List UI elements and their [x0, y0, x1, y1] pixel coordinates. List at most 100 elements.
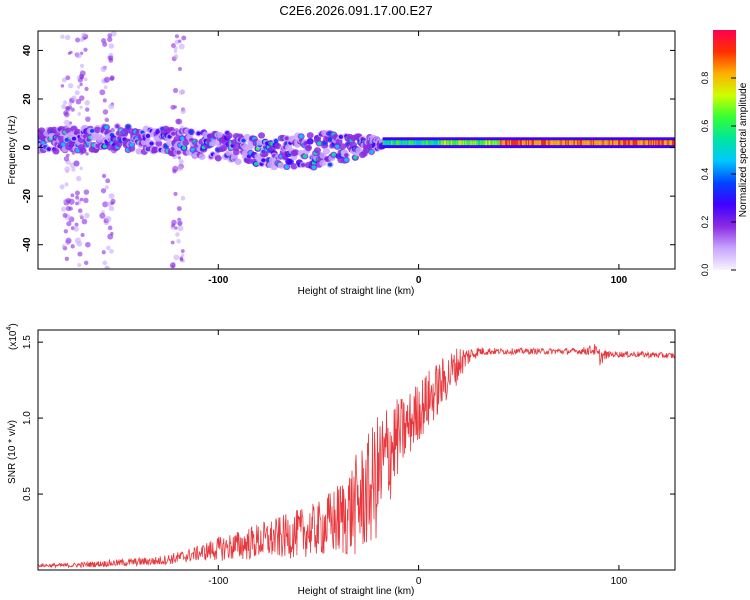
spectrogram-cell	[79, 63, 85, 68]
snr-multiplier-base: (x10	[8, 330, 19, 350]
spectrogram-cell	[102, 109, 109, 115]
spectrogram-cell	[300, 162, 306, 167]
spectrogram-y-axis-label: Frequency (Hz)	[7, 116, 18, 185]
spectrogram-cell	[658, 140, 662, 146]
spectrogram-cell	[85, 152, 89, 156]
spectrogram-cell	[618, 140, 621, 146]
spectrogram-cell	[580, 140, 584, 146]
spectrogram-cell	[84, 100, 90, 106]
spectrogram-cell	[407, 140, 410, 146]
spectrogram-cell	[457, 140, 460, 146]
spectrogram-cell	[422, 140, 425, 146]
spectrogram-cell	[382, 140, 385, 146]
spectrogram-cell	[597, 140, 600, 146]
spectrogram-cell	[595, 140, 598, 146]
spectrogram-cell	[64, 34, 71, 41]
spectrogram-cell	[175, 232, 180, 237]
spectrogram-y-tick-label: 40	[22, 44, 33, 56]
spectrogram-cell	[543, 140, 546, 146]
spectrogram-cell	[75, 37, 81, 43]
spectrogram-cell	[102, 98, 107, 103]
spectrogram-cell	[102, 144, 107, 149]
spectrogram-cell	[446, 140, 449, 146]
spectrogram-cell	[424, 140, 427, 146]
spectrogram-cell	[149, 141, 154, 146]
spectrogram-cell	[490, 140, 493, 146]
spectrogram-cell	[177, 225, 184, 232]
spectrogram-cell	[549, 140, 552, 146]
spectrogram-cell	[65, 237, 72, 244]
spectrogram-cell	[84, 212, 90, 219]
spectrogram-cell	[59, 184, 65, 190]
spectrogram-cell	[63, 156, 70, 162]
snr-x-axis-label: Height of straight line (km)	[298, 586, 415, 597]
spectrogram-cell	[327, 162, 333, 167]
spectrogram-cell	[344, 153, 349, 158]
spectrogram-cell	[536, 140, 539, 146]
spectrogram-cell	[107, 36, 113, 43]
colorbar-ticks: 0.0 0.2 0.4 0.6 0.8	[700, 72, 736, 276]
spectrogram-cell	[539, 140, 543, 146]
spectrogram-cell	[290, 163, 298, 170]
spectrogram-cell	[65, 197, 72, 204]
spectrogram-cell	[327, 137, 333, 142]
snr-x-tick-label: 0	[416, 576, 422, 587]
spectrogram-cell	[84, 86, 89, 92]
spectrogram-cell	[108, 205, 115, 212]
spectrogram-x-tick-label: 0	[416, 275, 422, 286]
spectrogram-cell	[335, 144, 340, 149]
spectrogram-cell	[99, 89, 106, 96]
spectrogram-cell	[508, 140, 511, 146]
spectrogram-cell	[225, 149, 233, 157]
spectrogram-cell	[89, 128, 95, 133]
spectrogram-cell	[466, 140, 469, 146]
spectrogram-cell	[304, 144, 312, 152]
spectrogram-cell	[576, 140, 579, 146]
spectrogram-cell	[473, 140, 477, 146]
snr-series-group	[38, 344, 675, 569]
snr-y-axis-label: SNR (10 * v/v)	[7, 420, 18, 484]
spectrogram-cell	[180, 109, 186, 115]
spectrogram-cell	[529, 140, 532, 146]
spectrogram-cell	[103, 85, 108, 90]
spectrogram-cell	[564, 140, 567, 146]
spectrogram-cell	[83, 197, 89, 204]
spectrogram-cell	[339, 143, 347, 150]
spectrogram-cell	[541, 140, 544, 146]
spectrogram-cell	[437, 140, 441, 146]
spectrogram-cell	[590, 140, 593, 146]
spectrogram-cell	[489, 140, 492, 146]
spectrogram-cell	[431, 140, 435, 146]
spectrogram-cell	[441, 140, 444, 146]
spectrogram-cell	[628, 140, 632, 146]
spectrogram-cell	[423, 140, 426, 146]
spectrogram-cell	[463, 140, 466, 146]
spectrogram-cell	[565, 140, 568, 146]
spectrogram-cell	[175, 118, 181, 125]
spectrogram-cell	[85, 107, 90, 112]
spectrogram-cell	[458, 140, 461, 146]
spectrogram-cell	[65, 75, 71, 81]
spectrogram-cell	[81, 218, 88, 225]
spectrogram-cell	[172, 169, 177, 174]
spectrogram-cell	[83, 77, 88, 82]
spectrogram-cell	[433, 140, 436, 146]
spectrogram-cell	[538, 140, 541, 146]
spectrogram-cell	[181, 35, 187, 41]
spectrogram-cell	[669, 140, 672, 146]
spectrogram-cell	[106, 201, 112, 207]
spectrogram-cell	[178, 67, 182, 71]
spectrogram-cell	[496, 140, 499, 146]
spectrogram-cell	[344, 157, 349, 162]
spectrogram-cell	[180, 249, 185, 253]
spectrogram-cell	[533, 140, 537, 146]
spectrogram-cell	[311, 165, 317, 170]
spectrogram-cell	[657, 140, 660, 146]
spectrogram-cell	[624, 140, 627, 146]
spectrogram-cell	[273, 138, 279, 143]
spectrogram-cell	[447, 140, 450, 146]
spectrogram-cell	[106, 245, 111, 251]
spectrogram-cell	[80, 232, 85, 238]
spectrogram-cell	[652, 140, 656, 146]
